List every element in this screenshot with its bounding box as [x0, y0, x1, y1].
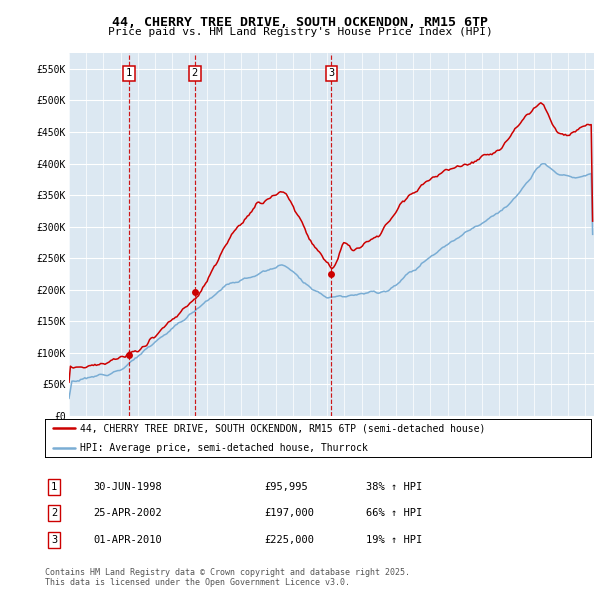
Text: 1: 1 [126, 68, 132, 78]
Text: £95,995: £95,995 [264, 482, 308, 491]
Text: £197,000: £197,000 [264, 509, 314, 518]
Text: 44, CHERRY TREE DRIVE, SOUTH OCKENDON, RM15 6TP: 44, CHERRY TREE DRIVE, SOUTH OCKENDON, R… [112, 16, 488, 29]
Text: £225,000: £225,000 [264, 535, 314, 545]
Text: Price paid vs. HM Land Registry's House Price Index (HPI): Price paid vs. HM Land Registry's House … [107, 28, 493, 37]
Text: 66% ↑ HPI: 66% ↑ HPI [366, 509, 422, 518]
Text: HPI: Average price, semi-detached house, Thurrock: HPI: Average price, semi-detached house,… [80, 442, 368, 453]
Text: 01-APR-2010: 01-APR-2010 [93, 535, 162, 545]
Text: 19% ↑ HPI: 19% ↑ HPI [366, 535, 422, 545]
Text: 2: 2 [51, 509, 57, 518]
Text: 44, CHERRY TREE DRIVE, SOUTH OCKENDON, RM15 6TP (semi-detached house): 44, CHERRY TREE DRIVE, SOUTH OCKENDON, R… [80, 424, 486, 434]
Text: 2: 2 [192, 68, 198, 78]
Text: 25-APR-2002: 25-APR-2002 [93, 509, 162, 518]
Text: 1: 1 [51, 482, 57, 491]
Text: Contains HM Land Registry data © Crown copyright and database right 2025.
This d: Contains HM Land Registry data © Crown c… [45, 568, 410, 587]
Text: 30-JUN-1998: 30-JUN-1998 [93, 482, 162, 491]
Text: 3: 3 [328, 68, 335, 78]
Text: 38% ↑ HPI: 38% ↑ HPI [366, 482, 422, 491]
Text: 3: 3 [51, 535, 57, 545]
